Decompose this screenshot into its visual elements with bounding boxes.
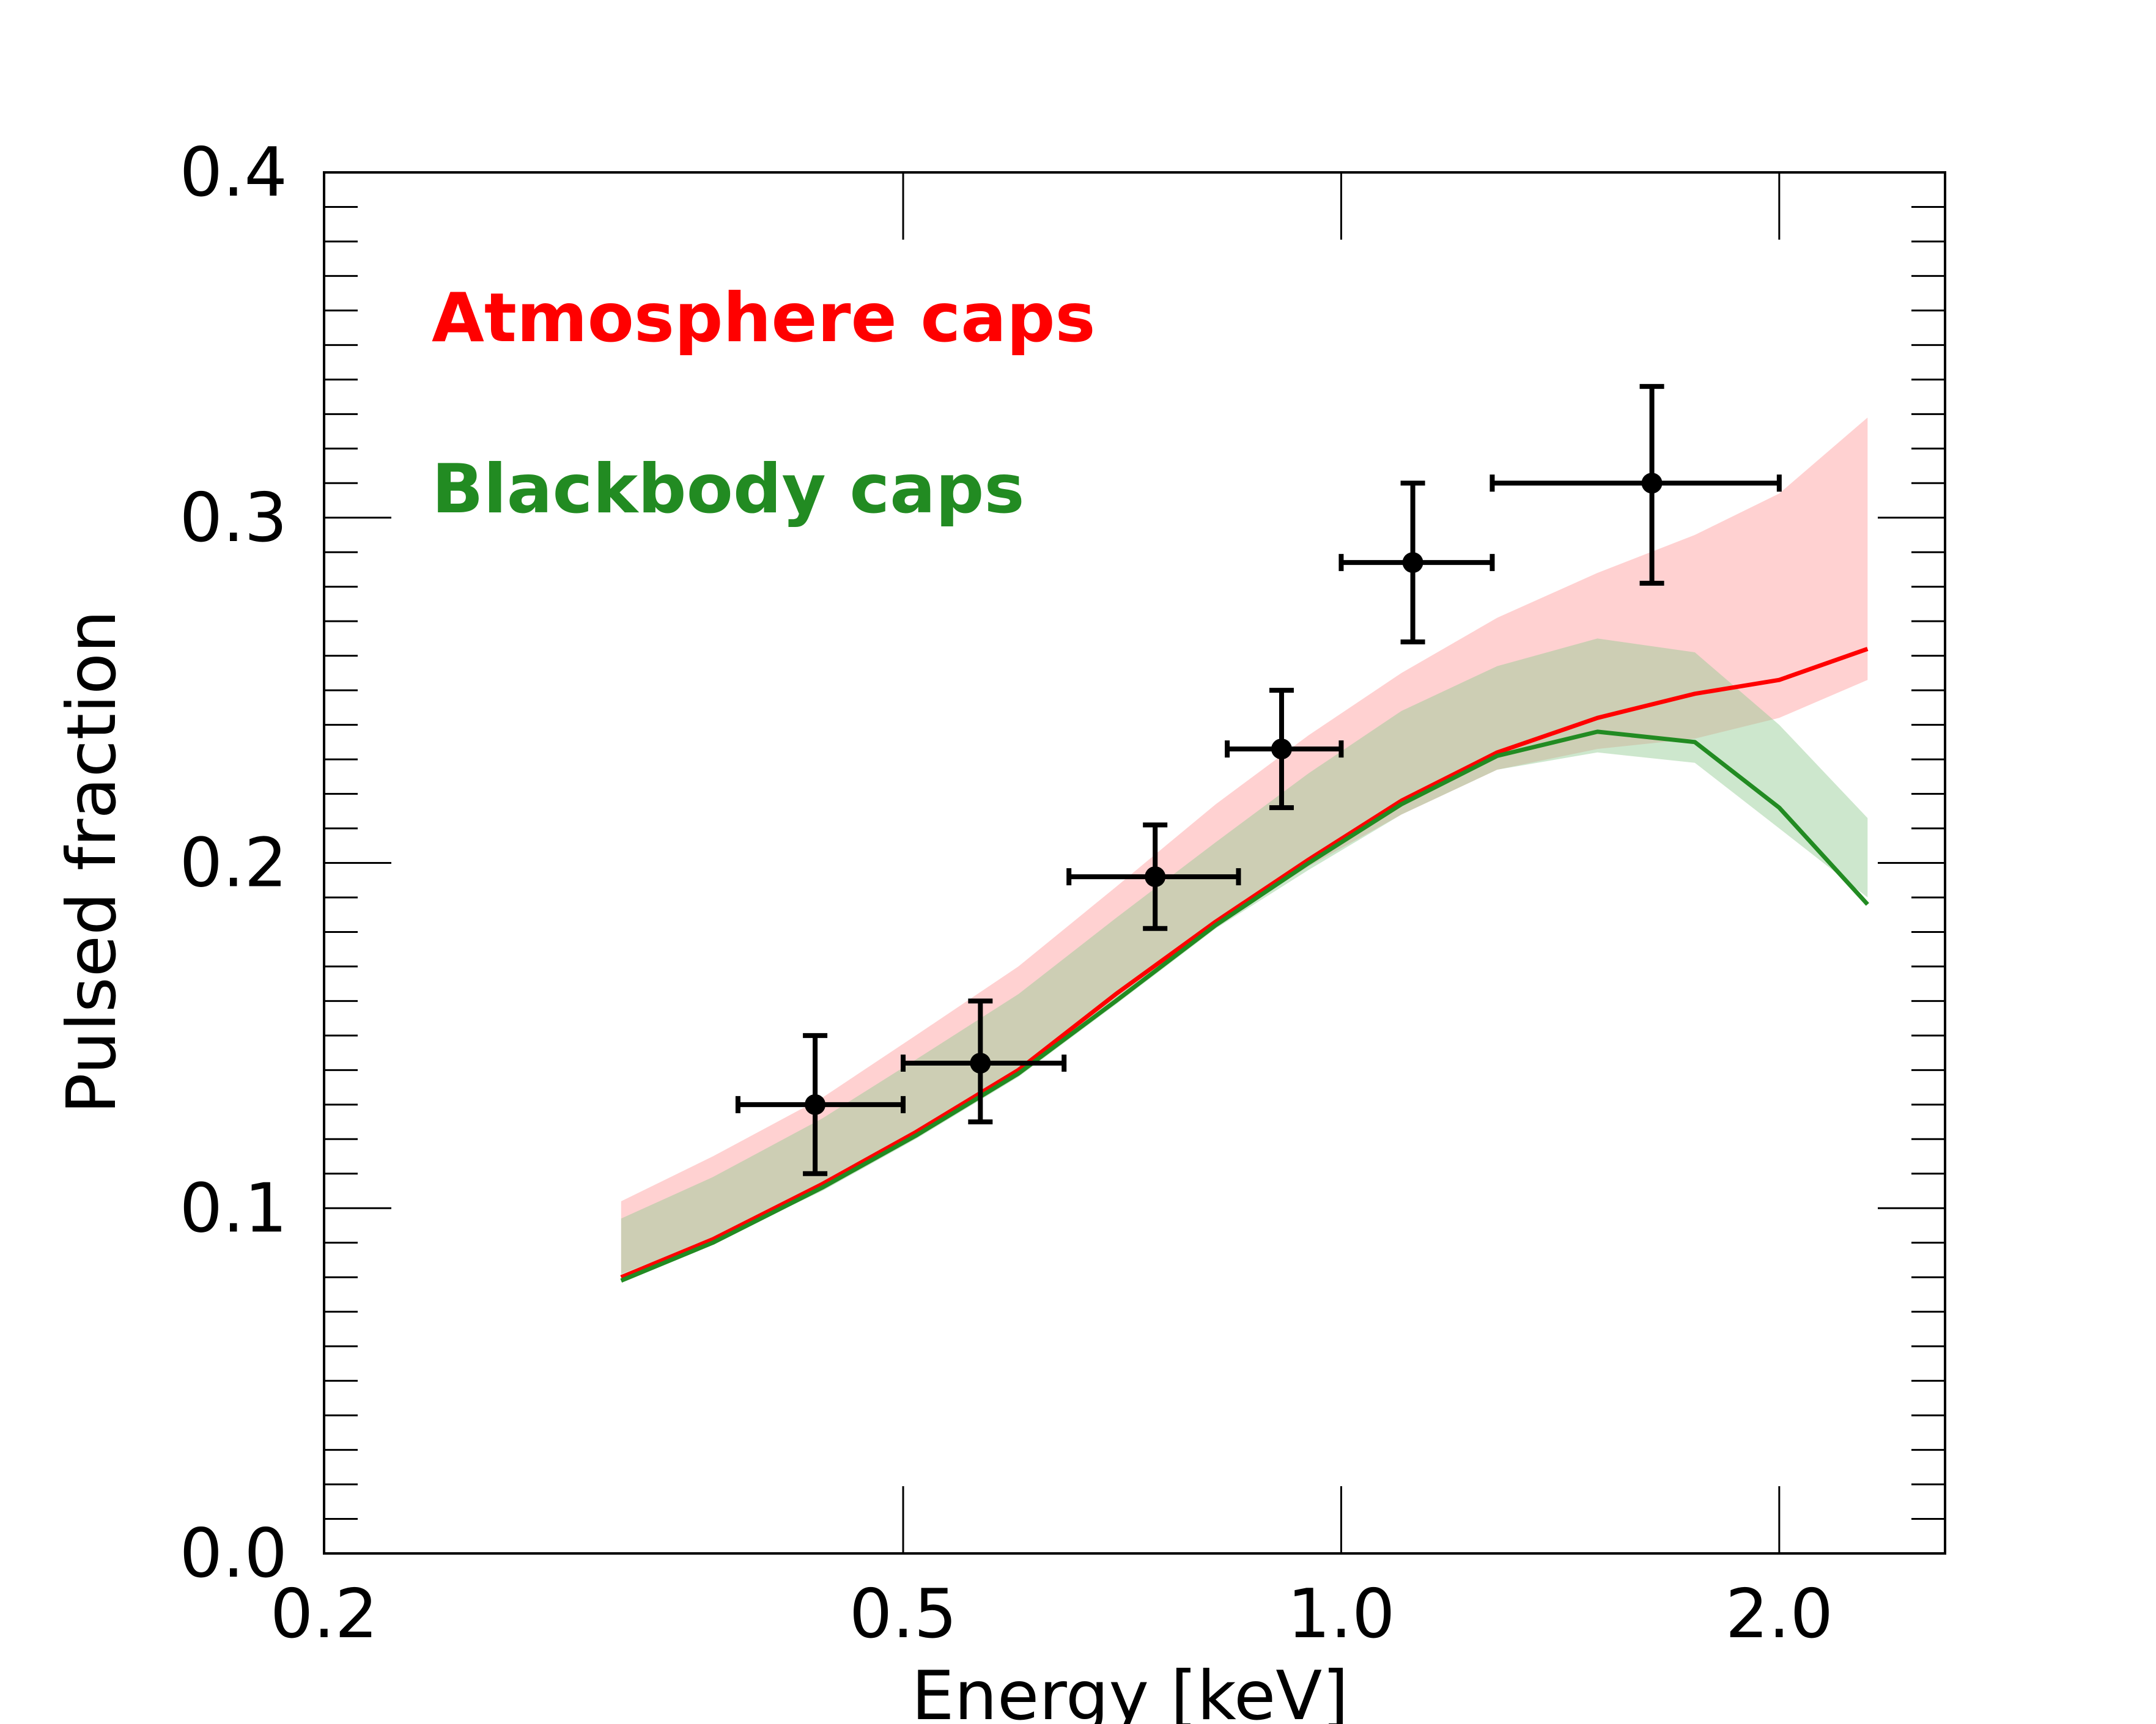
data-point-1 [735, 1033, 906, 1176]
y-axis-label: Pulsed fraction [53, 610, 131, 1114]
data-point-2 [901, 998, 1067, 1125]
data-marker [1641, 473, 1663, 494]
data-point-4 [1225, 688, 1344, 811]
legend-blackbody-caps: Blackbody caps [432, 450, 1025, 529]
x-tick-label: 0.5 [849, 1575, 958, 1654]
model-lines [620, 647, 1869, 1283]
uncertainty-bands [621, 418, 1868, 1278]
y-tick-label: 0.1 [179, 1169, 287, 1248]
y-tick-label: 0.0 [179, 1514, 287, 1593]
data-marker [1402, 552, 1423, 573]
x-tick-label: 1.0 [1287, 1575, 1395, 1654]
data-point-5 [1338, 481, 1495, 645]
data-marker [1271, 739, 1292, 760]
axis-ticks [323, 171, 1945, 1555]
y-tick-label: 0.3 [179, 479, 287, 558]
y-tick-label: 0.2 [179, 824, 287, 903]
band-blackbody [621, 638, 1868, 1278]
observed-data-points [735, 384, 1782, 1176]
data-marker [970, 1053, 991, 1074]
data-marker [1145, 866, 1166, 888]
x-axis-label: Energy [keV] [911, 1657, 1348, 1724]
line-blackbody [620, 729, 1869, 1283]
x-tick-label: 0.2 [270, 1575, 378, 1654]
line-atmosphere [620, 647, 1869, 1280]
data-marker [805, 1094, 826, 1115]
x-tick-label: 2.0 [1726, 1575, 1834, 1654]
data-point-3 [1066, 822, 1241, 931]
tick-labels: 0.0 0.1 0.2 0.3 0.4 0.2 0.5 1.0 2.0 [179, 133, 1833, 1654]
y-tick-label: 0.4 [179, 133, 287, 212]
band-atmosphere [621, 418, 1868, 1274]
legend-atmosphere-caps: Atmosphere caps [432, 279, 1096, 358]
data-point-6 [1490, 384, 1782, 586]
